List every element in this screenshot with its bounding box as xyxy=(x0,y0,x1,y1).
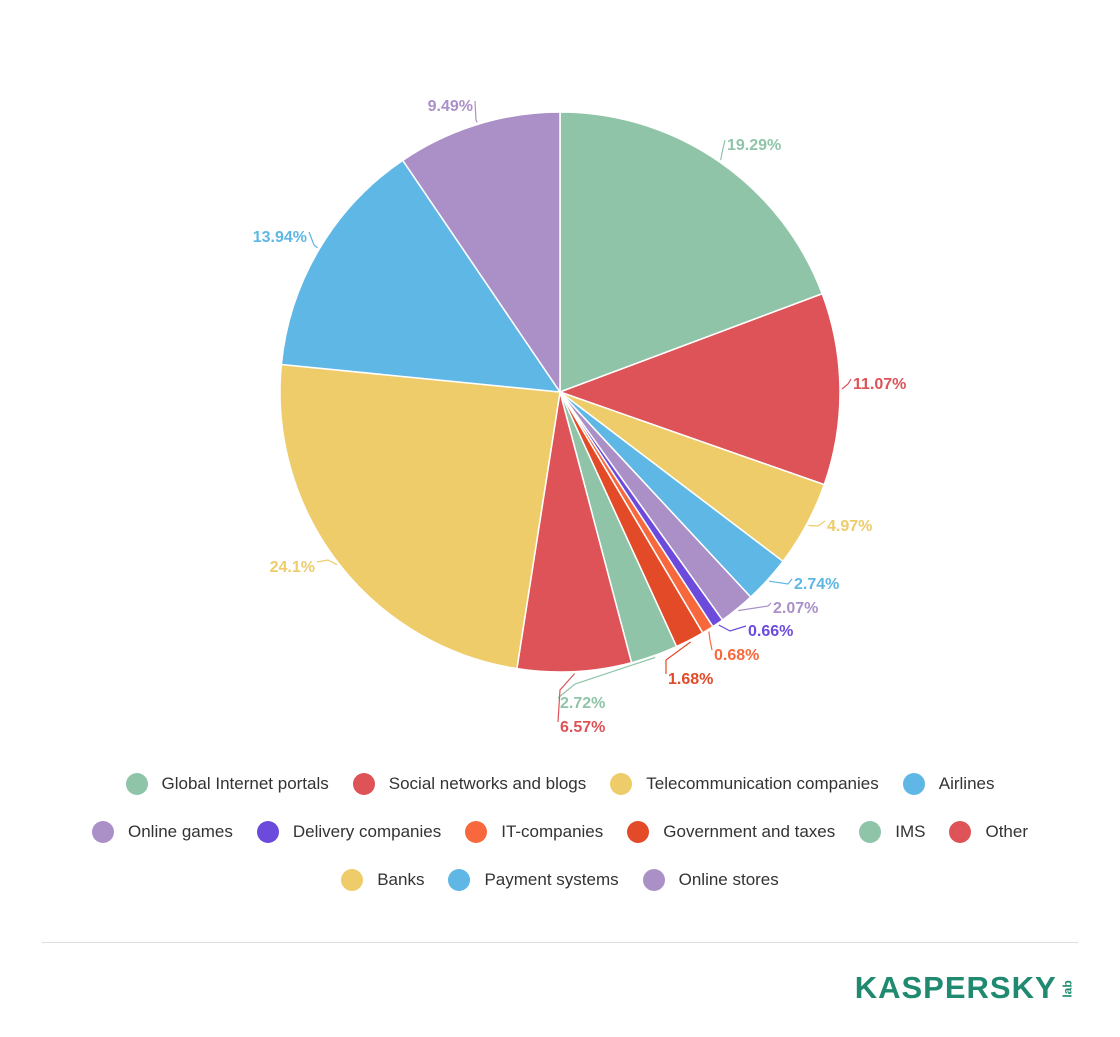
legend-item[interactable]: Delivery companies xyxy=(256,821,442,843)
leader-line xyxy=(308,231,318,249)
kaspersky-logo: KASPERSKY lab xyxy=(855,966,1076,1006)
leader-line xyxy=(718,624,747,632)
leader-line xyxy=(665,641,692,674)
legend-row: Global Internet portals Social networks a… xyxy=(0,760,1120,808)
legend-label: Social networks and blogs xyxy=(388,774,587,793)
pie-slice-other[interactable] xyxy=(516,391,633,673)
leader-line xyxy=(557,673,576,723)
slice-label: 0.68% xyxy=(714,647,759,664)
legend-item[interactable]: Other xyxy=(949,821,1028,843)
slice-label: 2.72% xyxy=(560,695,605,712)
legend-label: Telecommunication companies xyxy=(646,774,879,793)
legend-label: IMS xyxy=(895,822,926,841)
legend-swatch xyxy=(91,821,114,843)
pie-chart: 19.29% 11.07% 4.97% 2.74% 2.07% 0.66% 0.68%1.6… xyxy=(253,98,907,736)
legend-item[interactable]: Online stores xyxy=(642,869,779,891)
pie-slice-global-internet-portals[interactable] xyxy=(559,111,824,394)
legend-swatch xyxy=(949,821,972,843)
legend-item[interactable]: Online games xyxy=(91,821,233,843)
legend-item[interactable]: Airlines xyxy=(902,773,995,795)
legend-item[interactable]: Government and taxes xyxy=(627,821,835,843)
legend-item[interactable]: Global Internet portals xyxy=(125,773,329,795)
leader-line xyxy=(557,656,656,699)
legend-item[interactable]: IT-companies xyxy=(465,821,603,843)
slice-label: 2.74% xyxy=(794,576,839,593)
leader-line xyxy=(316,559,338,566)
legend-row: Banks Payment systems Online stores xyxy=(0,856,1120,904)
legend-item[interactable]: IMS xyxy=(859,821,925,843)
slice-label: 11.07% xyxy=(853,376,906,393)
slice-label: 1.68% xyxy=(668,671,713,688)
leader-line xyxy=(474,100,478,123)
legend-swatch xyxy=(352,773,375,795)
slice-label: 0.66% xyxy=(748,623,793,640)
slice-label: 19.29% xyxy=(727,137,781,154)
legend-label: Government and taxes xyxy=(663,822,836,841)
leader-line xyxy=(720,139,726,161)
legend-swatch xyxy=(902,773,925,795)
legend: Global Internet portals Social networks a… xyxy=(0,760,1120,904)
legend-item[interactable]: Banks xyxy=(341,869,424,891)
logo-lab: lab xyxy=(1060,980,1075,998)
legend-swatch xyxy=(125,773,148,795)
divider xyxy=(42,942,1078,943)
leader-line xyxy=(769,578,793,585)
slice-label: 9.49% xyxy=(428,98,473,115)
legend-label: Online stores xyxy=(678,870,779,889)
slice-label: 4.97% xyxy=(827,518,872,535)
legend-label: Other xyxy=(985,822,1029,841)
leader-line xyxy=(708,631,713,651)
legend-label: Online games xyxy=(127,822,233,841)
legend-swatch xyxy=(627,821,650,843)
legend-swatch xyxy=(465,821,488,843)
leader-line xyxy=(808,520,826,527)
legend-label: Global Internet portals xyxy=(161,774,329,793)
legend-swatch xyxy=(256,821,279,843)
slice-label: 24.1% xyxy=(270,559,315,576)
logo-wordmark: KASPERSKY xyxy=(854,970,1057,1005)
legend-swatch xyxy=(859,821,882,843)
legend-item[interactable]: Telecommunication companies xyxy=(610,773,879,795)
leader-line xyxy=(738,602,772,612)
legend-item[interactable]: Social networks and blogs xyxy=(352,773,587,795)
legend-swatch xyxy=(341,869,364,891)
legend-swatch xyxy=(642,869,665,891)
legend-label: Banks xyxy=(377,870,425,889)
legend-swatch xyxy=(610,773,633,795)
pie-slice-payment-systems[interactable] xyxy=(280,159,562,393)
pie-slice-social-networks-and-blogs[interactable] xyxy=(557,292,841,486)
legend-row: Online games Delivery companies IT-compani… xyxy=(0,808,1120,856)
legend-label: IT-companies xyxy=(501,822,604,841)
legend-label: Payment systems xyxy=(484,870,619,889)
legend-item[interactable]: Payment systems xyxy=(448,869,619,891)
slice-label: 2.07% xyxy=(773,600,818,617)
slice-label: 6.57% xyxy=(560,719,605,736)
pie-slice-online-stores[interactable] xyxy=(401,111,561,395)
legend-swatch xyxy=(448,869,471,891)
legend-label: Delivery companies xyxy=(292,822,442,841)
pie-slice-banks[interactable] xyxy=(279,363,561,670)
leader-line xyxy=(841,378,852,390)
legend-label: Airlines xyxy=(938,774,995,793)
slice-label: 13.94% xyxy=(253,229,307,246)
